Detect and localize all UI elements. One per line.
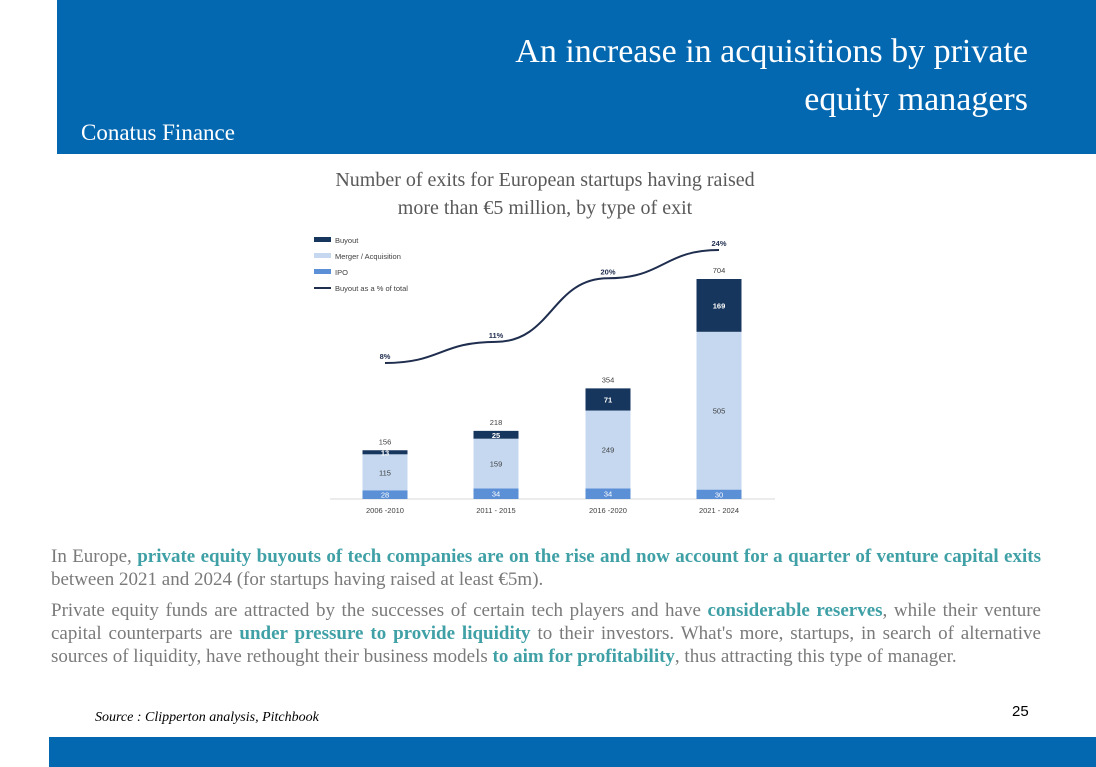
bar-buyout-2	[473, 430, 519, 439]
bar-merger-1	[362, 454, 408, 491]
bar-buyout-4	[696, 279, 742, 332]
bar-ipo-1	[362, 490, 408, 499]
x-tick-label-2: 2011 - 2015	[476, 506, 515, 515]
highlight-liquidity: under pressure to provide liquidity	[239, 623, 531, 644]
source-note: Source : Clipperton analysis, Pitchbook	[95, 710, 319, 725]
total-label-2: 218	[490, 418, 503, 427]
slide-title: An increase in acquisitions by private e…	[388, 28, 1028, 124]
bar-buyout-1	[362, 450, 408, 455]
data-label-buyout-2: 25	[492, 431, 500, 440]
legend-swatch-ipo	[314, 269, 331, 274]
total-label-4: 704	[713, 266, 726, 275]
legend-label-buyout: Buyout	[335, 236, 359, 245]
chart-title: Number of exits for European startups ha…	[250, 166, 840, 222]
highlight-profitability: to aim for profitability	[492, 646, 675, 667]
data-label-ipo-1: 28	[381, 491, 389, 500]
data-label-buyout-4: 169	[713, 301, 726, 310]
line-label-1: 8%	[380, 352, 391, 361]
highlight-reserves: considerable reserves	[707, 600, 883, 621]
legend-swatch-merger	[314, 253, 331, 258]
total-label-1: 156	[379, 437, 392, 446]
highlight-pe-buyouts: private equity buyouts of tech companies…	[137, 546, 1041, 567]
bar-ipo-4	[696, 489, 742, 499]
bar-merger-2	[473, 438, 519, 489]
data-label-merger-1: 115	[379, 468, 391, 477]
bar-ipo-3	[585, 488, 631, 499]
data-label-merger-2: 159	[490, 460, 503, 469]
bar-merger-3	[585, 410, 631, 489]
legend-label-merger: Merger / Acquisition	[335, 252, 401, 261]
legend-label-ipo: IPO	[335, 268, 348, 277]
bar-buyout-3	[585, 388, 631, 411]
buyout-share-line	[384, 249, 720, 364]
slide-title-line-2: equity managers	[804, 81, 1028, 118]
legend-swatch-buyout	[314, 237, 331, 242]
line-label-4: 24%	[711, 239, 726, 248]
chart-title-line-2: more than €5 million, by type of exit	[397, 197, 693, 219]
paragraph-2: Private equity funds are attracted by th…	[51, 600, 1041, 667]
legend-label-buyout-share: Buyout as a % of total	[335, 284, 408, 293]
data-label-ipo-3: 34	[604, 490, 612, 499]
data-label-merger-4: 505	[713, 407, 726, 416]
line-label-2: 11%	[489, 331, 504, 340]
chart-title-line-1: Number of exits for European startups ha…	[335, 169, 755, 191]
slide-title-line-1: An increase in acquisitions by private	[515, 33, 1028, 70]
footer-band	[49, 737, 1096, 767]
data-label-merger-3: 249	[602, 445, 615, 454]
total-label-3: 354	[602, 375, 615, 384]
x-tick-label-4: 2021 - 2024	[699, 506, 739, 515]
exits-chart: 28 115 13 156 2006 -2010 34 159 25 218 2011 - 201…	[314, 236, 775, 515]
bar-ipo-2	[473, 488, 519, 499]
data-label-buyout-3: 71	[604, 395, 612, 404]
data-label-ipo-2: 34	[492, 490, 500, 499]
x-tick-label-1: 2006 -2010	[366, 506, 404, 515]
line-label-3: 20%	[600, 267, 615, 276]
page-number: 25	[1012, 703, 1029, 720]
data-label-buyout-1: 13	[381, 448, 389, 457]
data-label-ipo-4: 30	[715, 490, 723, 499]
body-text: In Europe, private equity buyouts of tec…	[51, 545, 1041, 676]
paragraph-1: In Europe, private equity buyouts of tec…	[51, 546, 1041, 590]
brand-name: Conatus Finance	[81, 120, 235, 145]
x-tick-label-3: 2016 -2020	[589, 506, 627, 515]
header-band: An increase in acquisitions by private e…	[57, 0, 1096, 154]
bar-merger-4	[696, 331, 742, 490]
